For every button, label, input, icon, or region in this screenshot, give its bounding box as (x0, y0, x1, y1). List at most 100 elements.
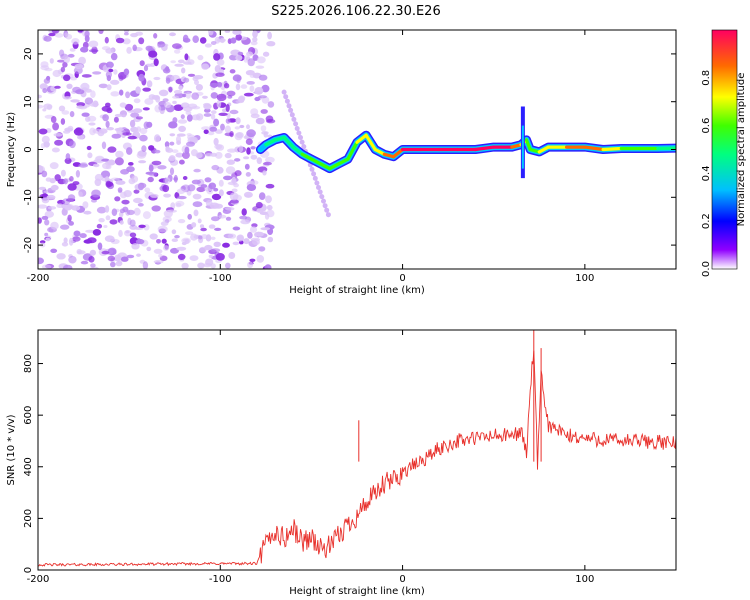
noise-speckle (174, 235, 180, 239)
noise-speckle (162, 184, 170, 193)
noise-speckle (153, 76, 161, 81)
noise-speckle (130, 33, 139, 38)
noise-speckle (41, 264, 52, 269)
noise-speckle (284, 98, 290, 104)
noise-speckle (72, 86, 82, 93)
snr-x-tick-label: 0 (399, 574, 405, 585)
noise-speckle (247, 261, 254, 269)
noise-speckle (263, 131, 268, 138)
noise-speckle (216, 59, 225, 66)
noise-speckle (245, 172, 251, 177)
signal-track-segment (524, 138, 532, 152)
noise-speckle (77, 135, 84, 140)
noise-speckle (45, 237, 51, 242)
noise-speckle (249, 258, 256, 262)
noise-speckle (183, 77, 190, 83)
noise-speckle (172, 100, 177, 105)
noise-speckle (210, 92, 218, 99)
noise-speckle (130, 126, 139, 133)
noise-speckle (131, 175, 139, 183)
spectrogram-y-tick-label: 10 (23, 95, 34, 108)
noise-speckle (243, 92, 254, 97)
snr-x-tick-label: 100 (575, 574, 594, 585)
noise-speckle (83, 239, 93, 244)
snr-y-tick-label: 200 (23, 509, 34, 528)
noise-speckle (172, 43, 182, 49)
noise-speckle (61, 242, 69, 247)
noise-speckle (129, 232, 137, 238)
noise-speckle (153, 248, 163, 254)
noise-speckle (170, 60, 176, 64)
noise-speckle (157, 165, 167, 170)
noise-speckle (153, 259, 164, 264)
noise-speckle (44, 210, 54, 218)
noise-speckle (39, 83, 48, 90)
noise-speckle (54, 174, 61, 182)
noise-speckle (105, 205, 110, 213)
noise-speckle (38, 204, 48, 209)
noise-speckle (258, 246, 266, 252)
noise-speckle (48, 32, 56, 37)
noise-speckle (63, 237, 68, 244)
spectrogram-x-tick-label: -100 (209, 273, 232, 284)
noise-speckle (84, 30, 90, 38)
noise-speckle (177, 59, 185, 64)
noise-speckle (169, 167, 175, 176)
noise-speckle (110, 79, 120, 85)
noise-speckle (235, 34, 242, 41)
noise-speckle (39, 240, 46, 244)
noise-speckle (226, 159, 235, 165)
noise-speckle (44, 232, 49, 237)
noise-speckle (267, 101, 275, 108)
noise-speckle (200, 227, 207, 232)
signal-track-segment (583, 145, 605, 152)
noise-speckle (52, 69, 62, 78)
noise-speckle (105, 164, 112, 170)
noise-speckle (237, 96, 245, 103)
noise-speckle (220, 123, 225, 131)
noise-speckle (49, 178, 56, 184)
noise-speckle (171, 149, 179, 154)
noise-speckle (224, 30, 231, 33)
noise-speckle (135, 86, 141, 94)
noise-speckle (193, 209, 199, 217)
noise-speckle (319, 194, 325, 200)
noise-speckle (260, 125, 267, 132)
noise-speckle (246, 124, 250, 130)
snr-y-tick-label: 0 (23, 567, 34, 573)
noise-speckle (163, 209, 173, 218)
noise-speckle (229, 109, 239, 115)
noise-speckle (38, 257, 44, 265)
noise-speckle (138, 37, 145, 45)
noise-speckle (218, 214, 227, 219)
noise-speckle (199, 224, 205, 229)
noise-speckle (177, 219, 186, 224)
noise-speckle (141, 145, 147, 153)
spectrogram-y-tick-label: -10 (23, 189, 34, 205)
noise-speckle (250, 146, 256, 150)
noise-speckle (83, 210, 92, 215)
noise-speckle (243, 238, 250, 245)
noise-speckle (98, 218, 105, 223)
noise-speckle (204, 108, 211, 113)
noise-speckle (115, 180, 126, 185)
noise-speckle (126, 166, 135, 173)
noise-speckle (78, 163, 89, 168)
noise-speckle (239, 124, 245, 129)
noise-speckle (289, 112, 295, 118)
noise-speckle (222, 242, 230, 248)
noise-speckle (266, 204, 273, 211)
snr-x-axis-label: Height of straight line (km) (289, 586, 425, 597)
noise-speckle (171, 238, 178, 242)
noise-speckle (198, 235, 203, 240)
noise-speckle (208, 30, 214, 36)
noise-speckle (38, 186, 47, 191)
noise-speckle (195, 113, 204, 121)
noise-speckle (175, 152, 184, 158)
noise-speckle (265, 183, 275, 189)
noise-speckle (85, 229, 95, 233)
noise-speckle (117, 187, 123, 193)
spectrogram-x-tick-label: -200 (27, 273, 50, 284)
noise-speckle (72, 181, 80, 186)
